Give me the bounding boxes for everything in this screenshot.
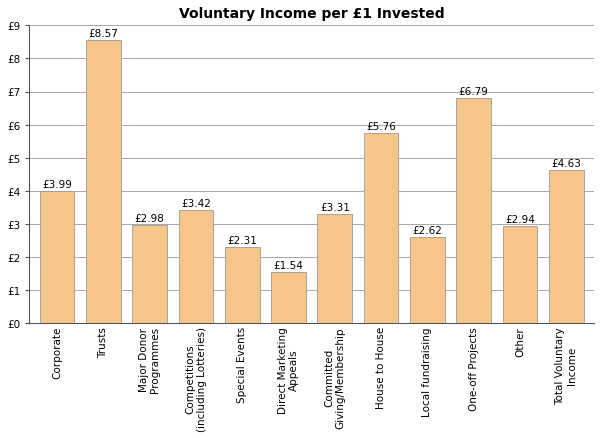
Bar (86, 40, 121, 324)
Bar (549, 170, 584, 324)
Bar (317, 214, 352, 324)
Text: £3.42: £3.42 (181, 198, 211, 208)
Text: £3.99: £3.99 (42, 180, 72, 190)
Bar (40, 192, 75, 324)
Text: £6.79: £6.79 (459, 87, 489, 97)
Title: Voluntary Income per £1 Invested: Voluntary Income per £1 Invested (179, 7, 445, 21)
Bar (410, 237, 445, 324)
Text: £3.31: £3.31 (320, 202, 350, 212)
Text: £8.57: £8.57 (88, 28, 118, 39)
Text: £2.31: £2.31 (227, 235, 257, 245)
Text: £1.54: £1.54 (273, 261, 304, 271)
Text: £2.94: £2.94 (505, 215, 535, 224)
Bar (456, 99, 491, 324)
Text: £4.63: £4.63 (551, 159, 581, 169)
Bar (364, 133, 398, 324)
Bar (271, 273, 306, 324)
Text: £2.98: £2.98 (135, 213, 165, 223)
Bar (132, 225, 167, 324)
Bar (225, 247, 260, 324)
Bar (178, 211, 213, 324)
Text: £2.62: £2.62 (412, 225, 442, 235)
Text: £5.76: £5.76 (366, 121, 396, 131)
Bar (502, 226, 537, 324)
